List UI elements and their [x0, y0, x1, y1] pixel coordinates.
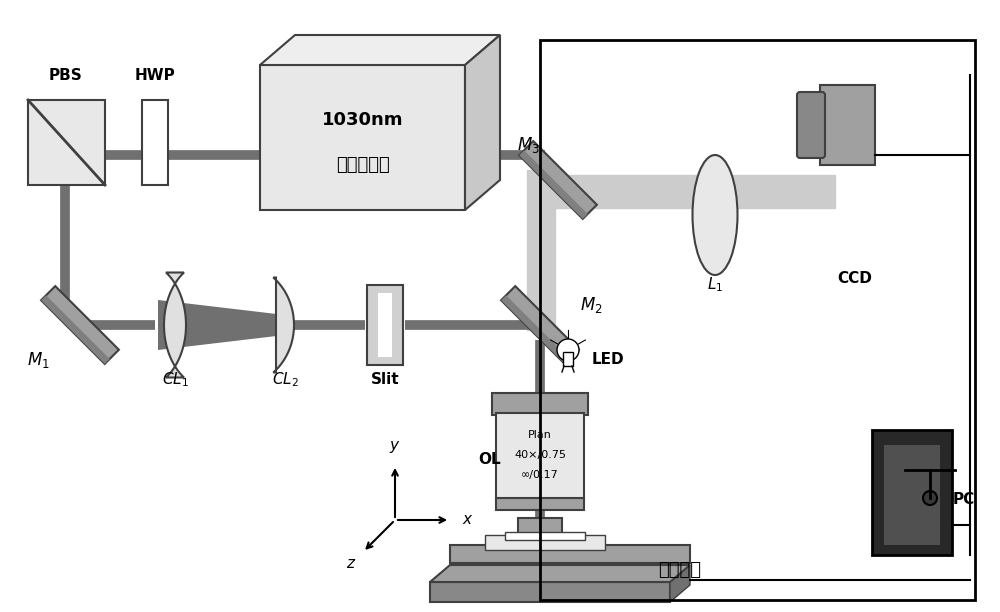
Polygon shape — [41, 286, 119, 364]
Bar — [142, 100, 168, 185]
Text: $M_1$: $M_1$ — [27, 350, 49, 370]
Polygon shape — [501, 296, 570, 364]
Text: Slit: Slit — [371, 373, 399, 387]
Polygon shape — [465, 35, 500, 210]
Ellipse shape — [692, 155, 738, 275]
Bar — [820, 85, 875, 165]
Polygon shape — [158, 300, 285, 350]
Polygon shape — [519, 151, 588, 219]
Text: 运动平台: 运动平台 — [658, 561, 702, 579]
Text: $M_2$: $M_2$ — [580, 295, 603, 315]
Polygon shape — [501, 286, 579, 364]
Text: PC: PC — [953, 493, 975, 507]
Text: 飞秒激光器: 飞秒激光器 — [336, 156, 389, 174]
Polygon shape — [519, 141, 597, 219]
Bar — [884, 445, 940, 545]
Bar — [505, 532, 585, 540]
Text: $CL_2$: $CL_2$ — [272, 371, 298, 389]
Polygon shape — [164, 272, 186, 378]
Bar — [492, 393, 588, 415]
Polygon shape — [670, 565, 690, 602]
Text: PBS: PBS — [48, 67, 82, 83]
Polygon shape — [430, 565, 690, 582]
Bar — [485, 535, 605, 550]
Bar — [450, 545, 690, 563]
Text: $L_1$: $L_1$ — [707, 275, 723, 294]
Text: 40×/0.75: 40×/0.75 — [514, 450, 566, 460]
Bar — [563, 352, 573, 366]
Text: OL: OL — [479, 452, 501, 468]
Text: $z$: $z$ — [346, 556, 356, 572]
Text: $M_3$: $M_3$ — [517, 135, 539, 155]
Text: $x$: $x$ — [462, 512, 474, 528]
Text: Plan: Plan — [528, 430, 552, 440]
Text: ∞/0.17: ∞/0.17 — [521, 470, 559, 480]
Bar — [378, 293, 392, 357]
Polygon shape — [518, 535, 562, 555]
Polygon shape — [273, 277, 294, 373]
Bar — [872, 430, 952, 555]
Text: LED: LED — [592, 353, 625, 367]
Polygon shape — [260, 35, 500, 65]
Bar — [496, 413, 584, 500]
Ellipse shape — [923, 491, 937, 505]
Bar — [260, 65, 465, 210]
Polygon shape — [527, 555, 553, 572]
Text: CCD: CCD — [838, 271, 872, 286]
Text: $CL_1$: $CL_1$ — [162, 371, 188, 389]
Text: $y$: $y$ — [389, 439, 401, 455]
FancyBboxPatch shape — [797, 92, 825, 158]
Bar — [430, 582, 670, 602]
Polygon shape — [505, 572, 575, 595]
Bar — [496, 498, 584, 510]
Text: 1030nm: 1030nm — [322, 111, 403, 129]
Bar — [367, 285, 403, 365]
Bar — [540, 40, 975, 600]
Polygon shape — [41, 296, 110, 364]
Bar — [518, 518, 562, 535]
Ellipse shape — [557, 339, 579, 361]
Text: HWP: HWP — [135, 67, 175, 83]
Bar — [28, 100, 105, 185]
